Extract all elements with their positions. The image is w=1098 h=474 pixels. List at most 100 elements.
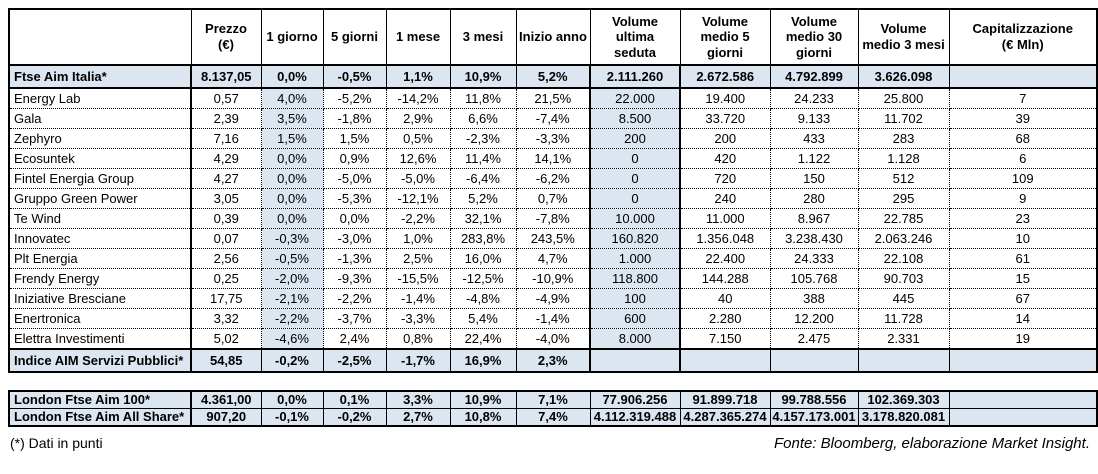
value-cell: 17,75: [190, 288, 262, 309]
value-cell: -2,3%: [449, 128, 517, 149]
value-cell: 24.233: [769, 87, 859, 109]
column-header-cell: Inizio anno: [515, 8, 591, 66]
footnotes: (*) Dati in punti Fonte: Bloomberg, elab…: [8, 435, 1094, 452]
value-cell: -14,2%: [385, 87, 451, 109]
value-cell: 2,7%: [385, 408, 451, 427]
corner-header-cell: [8, 8, 192, 66]
value-cell: -5,3%: [322, 188, 387, 209]
value-cell: 5,4%: [449, 308, 517, 329]
value-cell: -0,3%: [260, 228, 324, 249]
value-cell: 99.788.556: [769, 390, 859, 409]
value-cell: 4.157.173.001: [769, 408, 859, 427]
table-row: Gruppo Green Power 3,05 0,0% -5,3% -12,1% 5,2…: [8, 188, 1098, 209]
value-cell: 3,32: [190, 308, 262, 329]
value-cell: 24.333: [769, 248, 859, 269]
value-cell: 0,0%: [260, 148, 324, 169]
value-cell: [679, 348, 771, 373]
value-cell: 12.200: [769, 308, 859, 329]
value-cell: -7,4%: [515, 108, 591, 129]
value-cell: 4,27: [190, 168, 262, 189]
value-cell: -0,2%: [260, 348, 324, 373]
value-cell: -0,1%: [260, 408, 324, 427]
aim-italia-energy-table: Prezzo (€) 1 giorno 5 giorni 1 mese 3 mesi In…: [8, 8, 1098, 373]
column-header-cell: 1 giorno: [260, 8, 324, 66]
value-cell: 6: [948, 148, 1098, 169]
value-cell: 40: [679, 288, 771, 309]
value-cell: -0,5%: [322, 64, 387, 89]
london-table-body: London Ftse Aim 100* 4.361,00 0,0% 0,1% 3,3%…: [8, 390, 1098, 427]
value-cell: -5,0%: [322, 168, 387, 189]
value-cell: -2,1%: [260, 288, 324, 309]
value-cell: [589, 348, 681, 373]
value-cell: 1.000: [589, 248, 681, 269]
row-label-cell: Ecosuntek: [8, 148, 192, 169]
value-cell: -1,4%: [515, 308, 591, 329]
value-cell: 10.000: [589, 208, 681, 229]
value-cell: 600: [589, 308, 681, 329]
value-cell: 2,3%: [515, 348, 591, 373]
value-cell: 0,5%: [385, 128, 451, 149]
value-cell: 4.792.899: [769, 64, 859, 89]
value-cell: -0,5%: [260, 248, 324, 269]
value-cell: 0,0%: [260, 168, 324, 189]
value-cell: 109: [948, 168, 1098, 189]
value-cell: -2,2%: [322, 288, 387, 309]
value-cell: 240: [679, 188, 771, 209]
value-cell: -3,3%: [385, 308, 451, 329]
value-cell: 105.768: [769, 268, 859, 289]
value-cell: 160.820: [589, 228, 681, 249]
value-cell: -1,7%: [385, 348, 451, 373]
value-cell: 720: [679, 168, 771, 189]
london-ftse-table: London Ftse Aim 100* 4.361,00 0,0% 0,1% 3,3%…: [8, 390, 1098, 427]
value-cell: 0,07: [190, 228, 262, 249]
value-cell: 14: [948, 308, 1098, 329]
value-cell: 0: [589, 168, 681, 189]
value-cell: 1,5%: [260, 128, 324, 149]
value-cell: 4,29: [190, 148, 262, 169]
value-cell: 10,9%: [449, 64, 517, 89]
value-cell: -2,0%: [260, 268, 324, 289]
value-cell: -12,1%: [385, 188, 451, 209]
value-cell: 7: [948, 87, 1098, 109]
table-header: Prezzo (€) 1 giorno 5 giorni 1 mese 3 mesi In…: [8, 8, 1098, 66]
value-cell: 0,7%: [515, 188, 591, 209]
value-cell: [857, 348, 950, 373]
row-label-cell: Elettra Investimenti: [8, 328, 192, 350]
value-cell: 77.906.256: [589, 390, 681, 409]
table-row: Te Wind 0,39 0,0% 0,0% -2,2% 32,1% -7,8% 10.000…: [8, 208, 1098, 229]
value-cell: 2.063.246: [857, 228, 950, 249]
row-label-cell: Enertronica: [8, 308, 192, 329]
value-cell: 3.626.098: [857, 64, 950, 89]
value-cell: 54,85: [190, 348, 262, 373]
value-cell: 445: [857, 288, 950, 309]
value-cell: -5,2%: [322, 87, 387, 109]
value-cell: -5,0%: [385, 168, 451, 189]
column-header-cell: Volume ultima seduta: [589, 8, 681, 66]
value-cell: 8.500: [589, 108, 681, 129]
value-cell: 2.111.260: [589, 64, 681, 89]
value-cell: 280: [769, 188, 859, 209]
value-cell: 7,4%: [515, 408, 591, 427]
value-cell: 0,1%: [322, 390, 387, 409]
value-cell: 907,20: [190, 408, 262, 427]
value-cell: 1,1%: [385, 64, 451, 89]
value-cell: 21,5%: [515, 87, 591, 109]
report-page: Prezzo (€) 1 giorno 5 giorni 1 mese 3 mesi In…: [8, 8, 1098, 452]
column-header-cell: 5 giorni: [322, 8, 387, 66]
row-label-cell: Indice AIM Servizi Pubblici*: [8, 348, 192, 373]
column-header-cell: Prezzo (€): [190, 8, 262, 66]
value-cell: 144.288: [679, 268, 771, 289]
row-label-cell: Te Wind: [8, 208, 192, 229]
value-cell: 11,4%: [449, 148, 517, 169]
value-cell: 32,1%: [449, 208, 517, 229]
value-cell: 67: [948, 288, 1098, 309]
value-cell: 2,56: [190, 248, 262, 269]
table-row: Ecosuntek 4,29 0,0% 0,9% 12,6% 11,4% 14,1% 0 420…: [8, 148, 1098, 169]
value-cell: [948, 408, 1098, 427]
table-row: Frendy Energy 0,25 -2,0% -9,3% -15,5% -12,5% -…: [8, 268, 1098, 289]
table-row: Ftse Aim Italia* 8.137,05 0,0% -0,5% 1,1% 10,…: [8, 64, 1098, 89]
value-cell: 22.000: [589, 87, 681, 109]
value-cell: 4.361,00: [190, 390, 262, 409]
value-cell: 4.112.319.488: [589, 408, 681, 427]
value-cell: 5,2%: [449, 188, 517, 209]
